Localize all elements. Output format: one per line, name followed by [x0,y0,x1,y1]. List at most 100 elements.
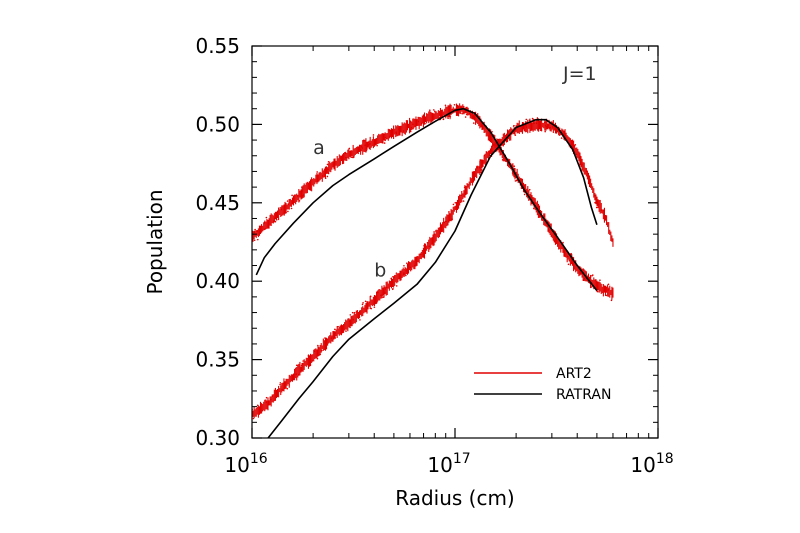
art2-point [476,166,478,169]
art2-point [491,150,493,153]
art2-point [497,138,499,141]
art2-point [523,129,526,132]
art2-point [311,360,313,362]
art2-point [389,135,391,138]
art2-point [433,233,436,235]
art2-point [333,163,335,166]
art2-point [492,143,495,146]
art2-point [536,129,539,131]
art2-point [279,383,281,386]
art2-point [514,134,517,136]
art2-point [409,120,412,123]
art2-point [352,318,355,321]
y-tick-label: 0.50 [195,112,240,136]
ratran-line-b [267,118,598,438]
art2-point [409,130,412,133]
art2-point [434,110,436,113]
art2-point [275,218,278,221]
art2-point [448,211,450,213]
x-tick-label: 1017 [427,451,470,477]
art2-point [574,143,577,146]
art2-point [452,203,455,206]
art2-point [403,272,405,274]
art2-point [337,325,339,328]
y-axis-title: Population [143,189,167,294]
art2-point [384,139,387,141]
art2-point [545,125,547,128]
art2-point [352,156,355,158]
art2-point [368,144,370,146]
art2-point [602,283,605,286]
art2-point [481,169,483,171]
art2-point [527,199,530,201]
art2-point [598,203,600,206]
art2-point [438,116,441,119]
art2-point [560,137,563,139]
art2-point [471,177,474,180]
art2-point [603,209,606,212]
art2-point [252,417,255,420]
art2-point [302,195,304,197]
art2-point [376,291,379,294]
art2-point [586,275,589,277]
art2-point [357,152,359,155]
art2-point [429,109,431,112]
art2-point [369,295,372,298]
art2-point [264,228,266,230]
art2-point [361,303,364,306]
art2-point [553,240,556,242]
art2-point [543,121,546,124]
art2-point [571,143,574,146]
art2-point [528,188,531,191]
art2-point [547,124,550,127]
art2-point [465,113,468,116]
art2-point [286,200,289,202]
art2-point [449,115,452,118]
art2-point [373,306,376,308]
art2-point [479,159,482,161]
art2-point [428,245,430,248]
art2-point [575,153,578,156]
series-layer: ab [252,103,614,438]
art2-point [472,116,475,118]
art2-point [348,320,351,322]
art2-point [583,269,585,271]
art2-point [589,276,592,279]
art2-point [395,132,397,135]
art2-point [538,127,540,130]
art2-point [280,208,283,211]
art2-point [456,202,459,205]
art2-point [261,409,263,412]
art2-point [326,163,329,166]
art2-point [271,395,274,398]
art2-point [274,220,277,223]
art2-point [596,290,599,293]
art2-point [409,128,411,131]
art2-point [584,277,586,280]
art2-point [459,106,462,109]
art2-point [369,143,372,145]
art2-point [411,123,414,125]
art2-point [455,106,458,108]
art2-point [525,126,527,128]
art2-point [270,398,272,401]
art2-point [274,217,277,219]
art2-point [263,222,265,224]
art2-point [390,277,392,280]
art2-point [282,382,284,385]
art2-point [567,263,570,266]
art2-point [593,194,596,197]
art2-point [568,259,571,262]
j-annotation: J=1 [562,63,597,85]
legend: ART2 RATRAN [474,366,611,403]
art2-point [552,126,554,128]
art2-point [525,118,528,121]
art2-point [349,314,352,316]
art2-point [405,270,408,272]
art2-point [521,127,524,129]
art2-point [588,176,591,178]
art2-point [316,357,319,360]
art2-point [605,294,608,297]
art2-point [544,130,546,133]
art2-point [532,207,535,210]
